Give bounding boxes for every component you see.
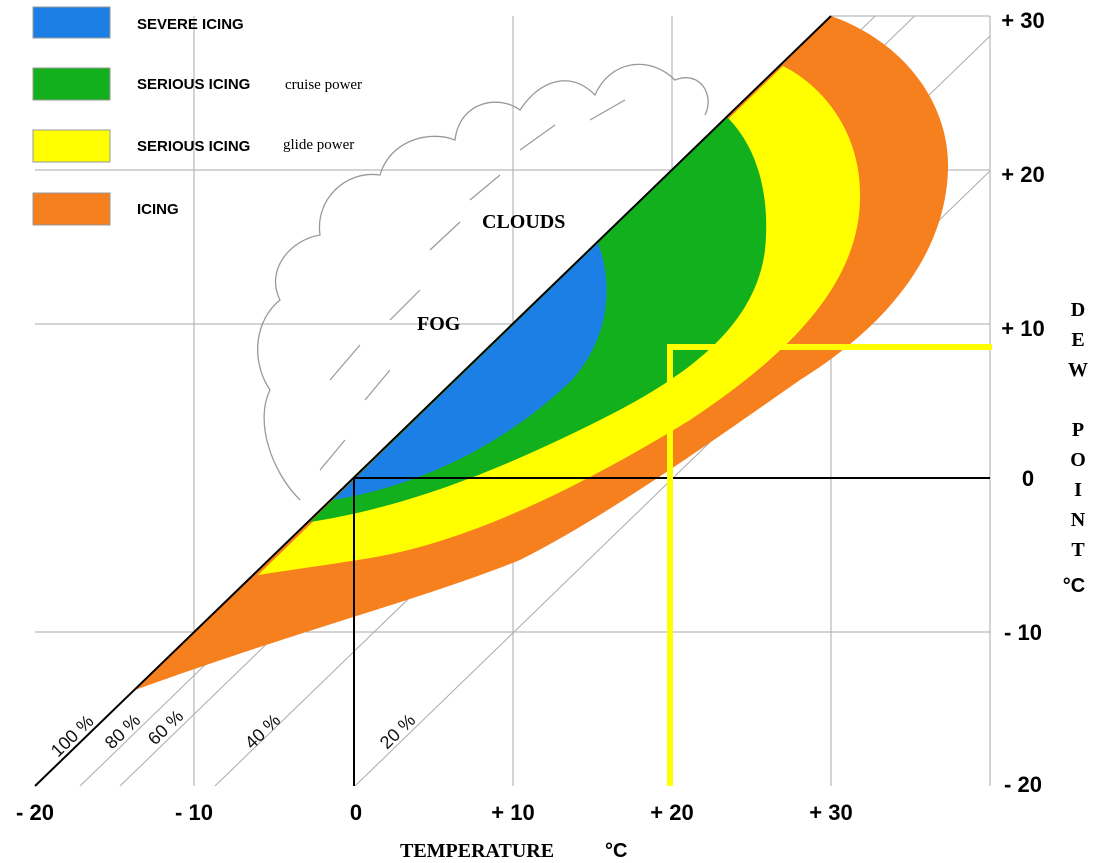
legend-swatch	[33, 193, 110, 225]
legend: SEVERE ICING SERIOUS ICING cruise power …	[33, 7, 362, 225]
x-tick-label: + 20	[650, 800, 693, 825]
x-axis: - 20 - 10 0 + 10 + 20 + 30	[16, 800, 853, 825]
icing-chart: SEVERE ICING SERIOUS ICING cruise power …	[0, 0, 1094, 863]
x-tick-label: 0	[350, 800, 362, 825]
legend-note: glide power	[283, 137, 354, 153]
y-tick-label: + 20	[1001, 162, 1044, 187]
clouds-label: CLOUDS	[482, 211, 565, 233]
humidity-label: 100 %	[47, 711, 98, 761]
legend-swatch	[33, 68, 110, 100]
x-axis-title: TEMPERATURE	[400, 840, 554, 862]
fog-label: FOG	[417, 313, 461, 335]
y-axis-title-letter: N	[1071, 509, 1086, 531]
humidity-label: 40 %	[241, 710, 284, 753]
y-tick-label: - 20	[1004, 772, 1042, 797]
legend-label: SERIOUS ICING	[137, 138, 250, 155]
x-tick-label: - 20	[16, 800, 54, 825]
y-axis-title-letter: D	[1071, 299, 1085, 321]
legend-label: SEVERE ICING	[137, 16, 244, 33]
y-axis-unit: °C	[1063, 575, 1085, 597]
legend-swatch	[33, 7, 110, 38]
legend-label: ICING	[137, 201, 179, 218]
x-tick-label: - 10	[175, 800, 213, 825]
y-axis: + 30 + 20 + 10 0 - 10 - 20	[1001, 8, 1044, 797]
y-axis-title-letter: I	[1074, 479, 1082, 501]
x-tick-label: + 10	[491, 800, 534, 825]
y-tick-label: + 30	[1001, 8, 1044, 33]
y-axis-title-letter: T	[1071, 539, 1085, 561]
legend-swatch	[33, 130, 110, 162]
humidity-label: 20 %	[376, 710, 419, 753]
y-axis-title-letter: P	[1072, 419, 1084, 441]
x-tick-label: + 30	[809, 800, 852, 825]
x-axis-unit: °C	[605, 840, 627, 862]
y-tick-label: 0	[1022, 466, 1034, 491]
y-axis-title-letter: W	[1068, 359, 1088, 381]
y-tick-label: - 10	[1004, 620, 1042, 645]
y-axis-title-letter: O	[1070, 449, 1086, 471]
y-tick-label: + 10	[1001, 316, 1044, 341]
legend-label: SERIOUS ICING	[137, 76, 250, 93]
legend-note: cruise power	[285, 77, 362, 93]
y-axis-title-letter	[1076, 389, 1081, 411]
y-axis-title-letter: E	[1071, 329, 1084, 351]
